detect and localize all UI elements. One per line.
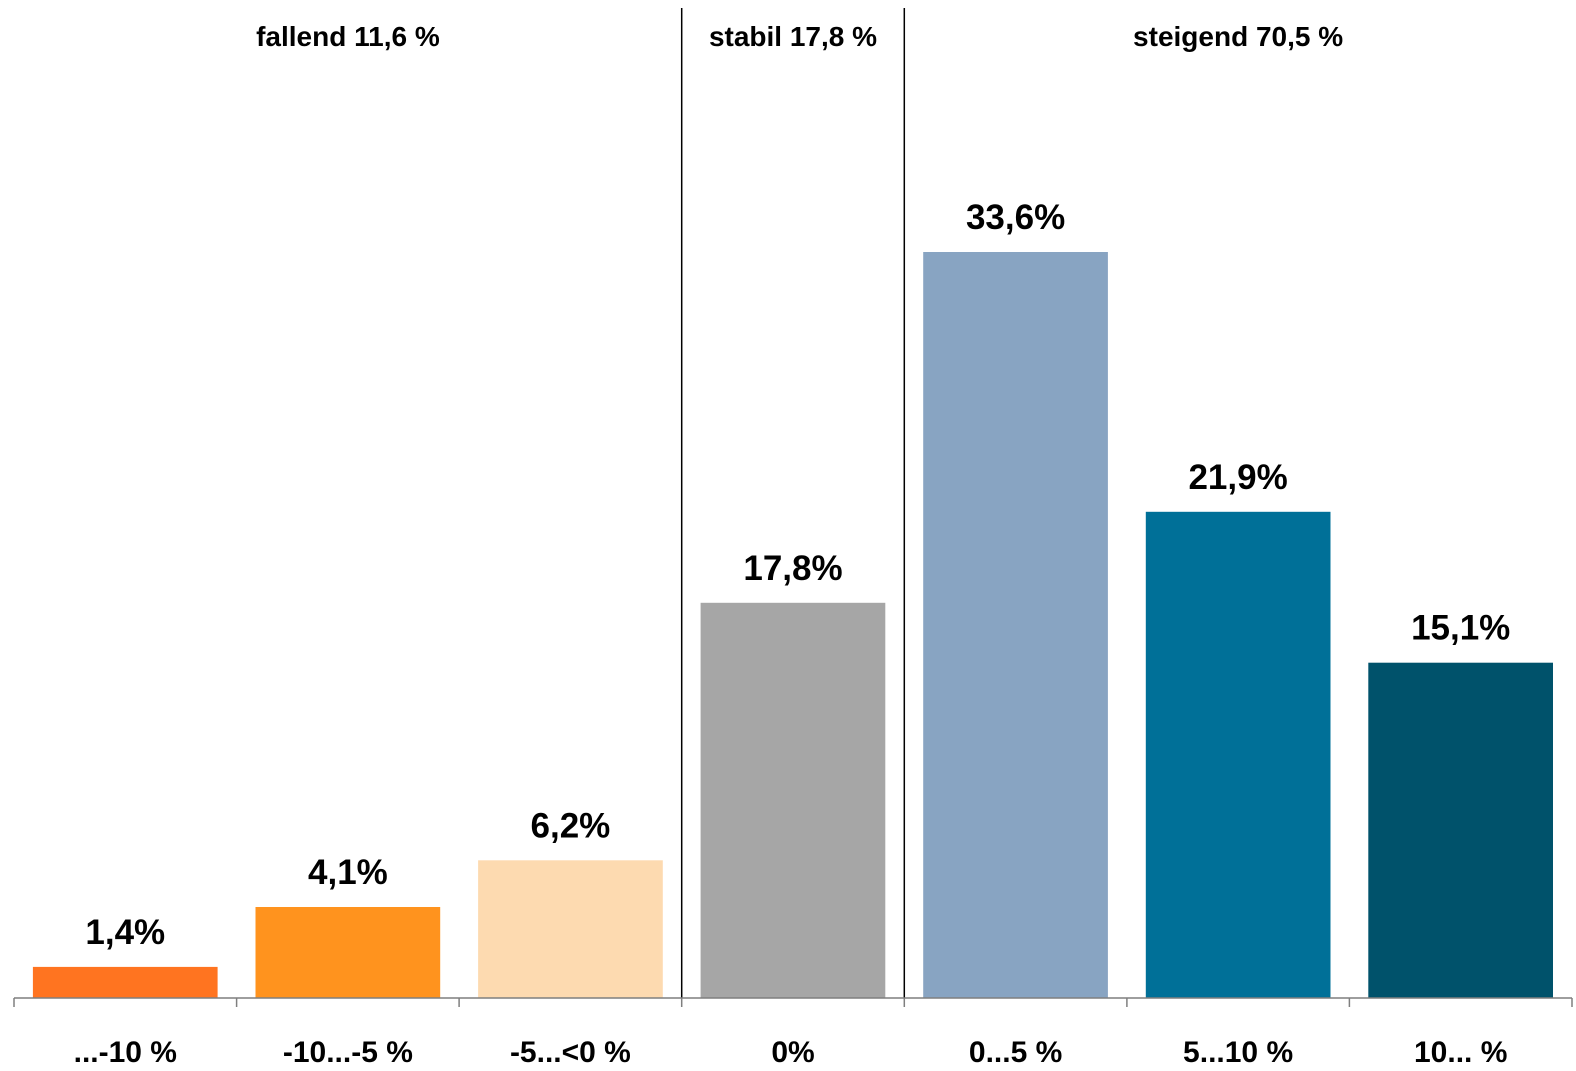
x-tick-label-1: -10...-5 %: [283, 1036, 413, 1069]
x-tick-label-3: 0%: [771, 1036, 814, 1069]
x-tick-label-0: ...-10 %: [74, 1036, 177, 1069]
group-label-0: fallend 11,6 %: [256, 21, 440, 52]
x-tick-label-5: 5...10 %: [1183, 1036, 1293, 1069]
x-tick-labels: ...-10 % -10...-5 % -5...<0 % 0% 0...5 % 5...…: [74, 1036, 1508, 1069]
bar-1: [255, 907, 441, 998]
data-label-1: 4,1%: [308, 853, 388, 892]
group-label-2: steigend 70,5 %: [1133, 21, 1343, 52]
group-label-1: stabil 17,8 %: [709, 21, 877, 52]
data-label-5: 21,9%: [1188, 458, 1287, 497]
group-dividers: [680, 8, 906, 998]
data-label-3: 17,8%: [743, 549, 842, 588]
bar-5: [1145, 511, 1331, 998]
x-tick-label-4: 0...5 %: [969, 1036, 1062, 1069]
bar-2: [478, 860, 663, 998]
bar-3: [700, 602, 886, 998]
x-tick-label-6: 10... %: [1414, 1036, 1507, 1069]
data-label-0: 1,4%: [85, 913, 165, 952]
bar-6: [1368, 662, 1553, 998]
data-label-4: 33,6%: [966, 198, 1065, 237]
bar-0: [32, 966, 218, 998]
data-label-6: 15,1%: [1411, 609, 1510, 648]
group-labels: fallend 11,6 % stabil 17,8 % steigend 70,5…: [256, 21, 1343, 52]
x-tick-label-2: -5...<0 %: [510, 1036, 631, 1069]
bars: [32, 252, 1553, 998]
x-axis-ticks: [13, 998, 1573, 1007]
data-label-2: 6,2%: [531, 806, 611, 845]
data-labels: 1,4% 4,1% 6,2% 17,8% 33,6% 21,9% 15,1%: [85, 198, 1510, 952]
bar-4: [923, 252, 1108, 998]
